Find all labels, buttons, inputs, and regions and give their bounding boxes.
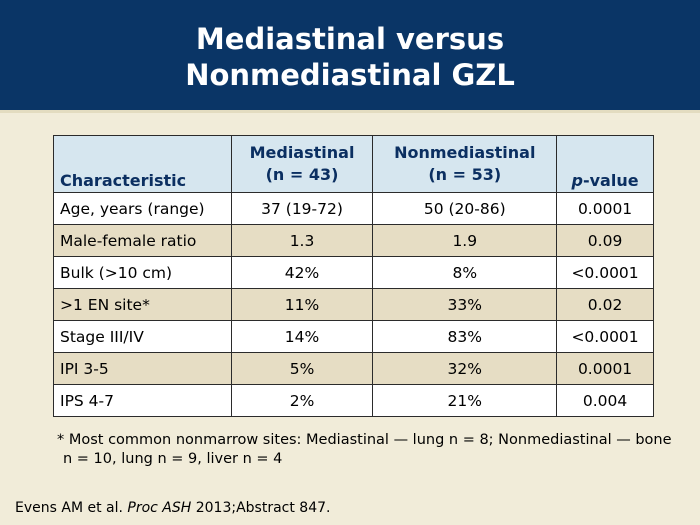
table-body: Age, years (range) 37 (19-72) 50 (20-86) 0.… <box>53 192 654 417</box>
cell-characteristic: Bulk (>10 cm) <box>53 256 232 289</box>
cell-mediastinal: 2% <box>230 384 374 417</box>
cell-nonmediastinal: 8% <box>372 256 558 289</box>
header-mediastinal-label: Mediastinal <box>249 143 355 162</box>
cell-characteristic: Male-female ratio <box>53 224 232 257</box>
header-p-value: p-value <box>556 135 654 193</box>
cell-characteristic: Age, years (range) <box>53 192 232 225</box>
citation-authors: Evens AM et al. <box>15 500 128 516</box>
citation: Evens AM et al. Proc ASH 2013;Abstract 8… <box>15 500 330 516</box>
cell-p-value: 0.004 <box>556 384 654 417</box>
cell-nonmediastinal: 33% <box>372 288 558 321</box>
cell-nonmediastinal: 50 (20-86) <box>372 192 558 225</box>
cell-p-value: <0.0001 <box>556 256 654 289</box>
header-mediastinal-n: (n = 43) <box>265 165 339 184</box>
table-row: >1 EN site* 11% 33% 0.02 <box>53 288 654 321</box>
table-row: IPI 3-5 5% 32% 0.0001 <box>53 352 654 385</box>
slide-title: Mediastinal versus Nonmediastinal GZL <box>0 21 700 93</box>
cell-nonmediastinal: 32% <box>372 352 558 385</box>
header-nonmediastinal-n: (n = 53) <box>428 165 502 184</box>
cell-mediastinal: 5% <box>230 352 374 385</box>
cell-nonmediastinal: 21% <box>372 384 558 417</box>
comparison-table: Characteristic Mediastinal (n = 43) Nonm… <box>53 135 654 417</box>
footnote: * Most common nonmarrow sites: Mediastin… <box>57 432 672 467</box>
header-p-rest: -value <box>582 171 639 190</box>
citation-journal: Proc ASH <box>127 500 192 516</box>
citation-rest: 2013;Abstract 847. <box>191 500 331 516</box>
table-row: Bulk (>10 cm) 42% 8% <0.0001 <box>53 256 654 289</box>
table-row: Male-female ratio 1.3 1.9 0.09 <box>53 224 654 257</box>
title-line-1: Mediastinal versus <box>195 22 505 56</box>
cell-p-value: 0.09 <box>556 224 654 257</box>
cell-mediastinal: 14% <box>230 320 374 353</box>
header-p-italic: p <box>571 171 583 190</box>
table-header-row: Characteristic Mediastinal (n = 43) Nonm… <box>53 135 654 193</box>
cell-p-value: 0.0001 <box>556 192 654 225</box>
cell-nonmediastinal: 1.9 <box>372 224 558 257</box>
cell-characteristic: IPS 4-7 <box>53 384 232 417</box>
cell-mediastinal: 1.3 <box>230 224 374 257</box>
title-line-2: Nonmediastinal GZL <box>185 58 515 92</box>
cell-characteristic: >1 EN site* <box>53 288 232 321</box>
cell-characteristic: Stage III/IV <box>53 320 232 353</box>
cell-p-value: 0.02 <box>556 288 654 321</box>
cell-mediastinal: 11% <box>230 288 374 321</box>
header-nonmediastinal: Nonmediastinal (n = 53) <box>372 135 558 193</box>
cell-mediastinal: 37 (19-72) <box>230 192 374 225</box>
cell-p-value: <0.0001 <box>556 320 654 353</box>
cell-p-value: 0.0001 <box>556 352 654 385</box>
cell-mediastinal: 42% <box>230 256 374 289</box>
table-row: IPS 4-7 2% 21% 0.004 <box>53 384 654 417</box>
table-row: Stage III/IV 14% 83% <0.0001 <box>53 320 654 353</box>
cell-nonmediastinal: 83% <box>372 320 558 353</box>
title-bar: Mediastinal versus Nonmediastinal GZL <box>0 0 700 113</box>
table-row: Age, years (range) 37 (19-72) 50 (20-86) 0.… <box>53 192 654 225</box>
cell-characteristic: IPI 3-5 <box>53 352 232 385</box>
header-nonmediastinal-label: Nonmediastinal <box>394 143 536 162</box>
header-mediastinal: Mediastinal (n = 43) <box>230 135 374 193</box>
header-characteristic: Characteristic <box>53 135 232 193</box>
